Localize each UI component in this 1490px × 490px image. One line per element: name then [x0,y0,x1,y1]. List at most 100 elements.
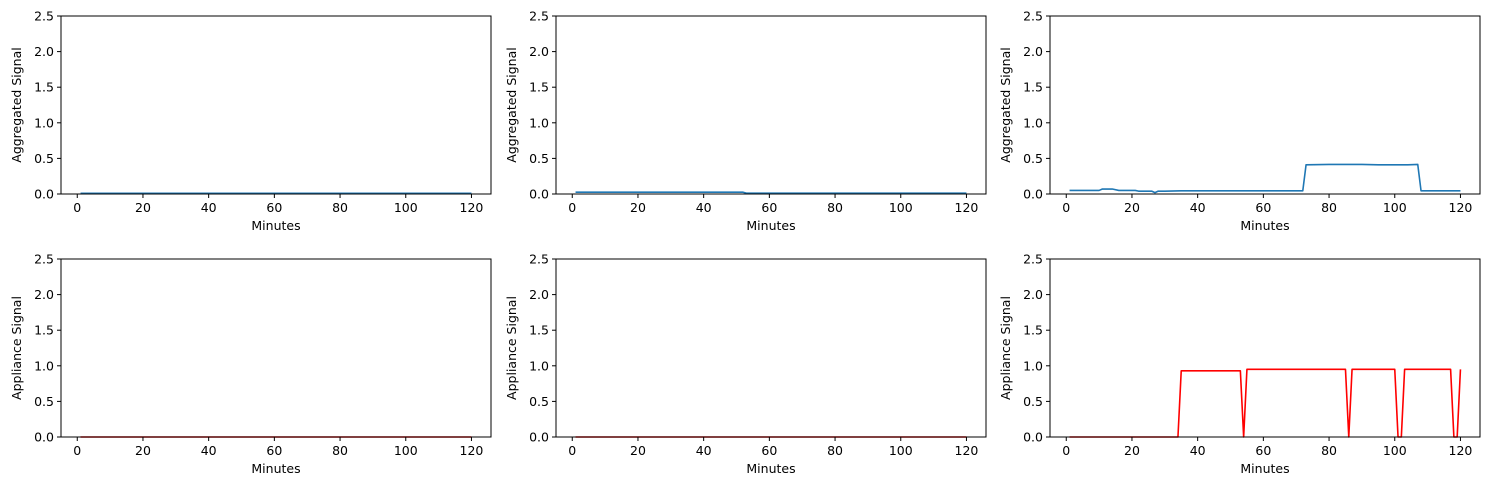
x-tick-label: 0 [1062,200,1070,215]
x-tick-label: 100 [394,200,418,215]
y-tick-label: 2.5 [1023,252,1043,267]
y-tick-label: 1.0 [34,358,54,373]
y-tick-label: 0.5 [34,151,54,166]
x-tick-label: 60 [266,200,282,215]
y-tick-label: 0.0 [34,187,54,202]
x-tick-label: 40 [201,200,217,215]
x-tick-label: 80 [1321,443,1337,458]
axes-frame [555,258,987,438]
x-tick-label: 60 [1255,200,1271,215]
chart-panel-4: 0.0 0.5 1.0 1.5 2.0 2.5 0 20 40 60 80 100 120 Minutes… [9,252,492,476]
chart-panel-1: 0.0 0.5 1.0 1.5 2.0 2.5 0 20 40 60 80 100 120 Minutes… [9,9,492,233]
x-tick-label: 20 [630,443,646,458]
y-tick-label: 2.5 [1023,9,1043,24]
y-axis-label: Aggregated Signal [504,47,519,162]
x-tick-label: 0 [73,443,81,458]
y-tick-label: 0.5 [529,151,549,166]
y-tick-label: 1.5 [1023,80,1043,95]
y-axis-label: Aggregated Signal [9,47,24,162]
y-tick-label: 2.5 [529,252,549,267]
x-tick-label: 40 [1190,200,1206,215]
y-tick-label: 0.5 [1023,394,1043,409]
series-line-1 [1069,163,1461,194]
y-tick-label: 2.0 [529,287,549,302]
y-tick-label: 1.5 [1023,323,1043,338]
y-axis-label: Appliance Signal [504,296,519,400]
y-tick-label: 2.0 [1023,287,1043,302]
x-axis-label: Minutes [1240,218,1289,233]
y-tick-label: 0.0 [1023,187,1043,202]
x-tick-label: 0 [1062,443,1070,458]
x-axis-label: Minutes [746,218,795,233]
y-tick-label: 0.5 [1023,151,1043,166]
x-tick-label: 100 [1383,200,1407,215]
x-tick-label: 120 [460,443,484,458]
axes-frame [1049,258,1481,438]
y-tick-label: 2.0 [1023,44,1043,59]
x-tick-label: 20 [630,200,646,215]
x-tick-label: 100 [394,443,418,458]
y-tick-label: 1.5 [529,80,549,95]
x-tick-label: 40 [201,443,217,458]
chart-panel-5: 0.0 0.5 1.0 1.5 2.0 2.5 0 20 40 60 80 100 120 Minutes… [504,252,987,476]
chart-panel-6: 0.0 0.5 1.0 1.5 2.0 2.5 0 20 40 60 80 100 120 Minutes… [998,252,1481,476]
x-tick-label: 20 [1124,443,1140,458]
x-tick-label: 80 [332,200,348,215]
x-tick-label: 120 [1449,200,1473,215]
x-axis-label: Minutes [1240,461,1289,476]
x-axis-label: Minutes [251,461,300,476]
x-tick-label: 80 [827,200,843,215]
y-tick-label: 0.0 [529,187,549,202]
y-tick-label: 2.5 [529,9,549,24]
x-tick-label: 20 [135,200,151,215]
x-axis-label: Minutes [746,461,795,476]
series-line-1 [575,191,967,194]
y-axis-label: Appliance Signal [9,296,24,400]
y-tick-label: 1.0 [1023,358,1043,373]
axes-frame [60,258,492,438]
x-tick-label: 80 [827,443,843,458]
x-axis-label: Minutes [251,218,300,233]
x-tick-label: 80 [332,443,348,458]
x-tick-label: 20 [135,443,151,458]
y-tick-label: 0.0 [529,430,549,445]
x-tick-label: 60 [761,200,777,215]
x-tick-label: 20 [1124,200,1140,215]
x-tick-label: 60 [761,443,777,458]
y-tick-label: 0.0 [1023,430,1043,445]
y-tick-label: 1.0 [1023,115,1043,130]
x-tick-label: 60 [266,443,282,458]
x-tick-label: 120 [460,200,484,215]
y-tick-label: 0.5 [529,394,549,409]
series-line-1 [1069,368,1462,438]
x-tick-label: 40 [1190,443,1206,458]
x-tick-label: 120 [1449,443,1473,458]
x-tick-label: 60 [1255,443,1271,458]
x-tick-label: 120 [955,443,979,458]
x-tick-label: 40 [696,200,712,215]
y-tick-label: 1.5 [529,323,549,338]
x-tick-label: 0 [568,200,576,215]
y-tick-label: 1.0 [34,115,54,130]
y-axis-label: Appliance Signal [998,296,1013,400]
y-tick-label: 2.0 [34,44,54,59]
y-tick-label: 1.5 [34,323,54,338]
y-tick-label: 2.0 [529,44,549,59]
axes-frame [555,15,987,195]
x-tick-label: 100 [889,443,913,458]
axes-frame [60,15,492,195]
y-tick-label: 2.5 [34,9,54,24]
x-tick-label: 80 [1321,200,1337,215]
y-tick-label: 1.5 [34,80,54,95]
chart-panel-3: 0.0 0.5 1.0 1.5 2.0 2.5 0 20 40 60 80 100 120 Minutes… [998,9,1481,233]
x-tick-label: 120 [955,200,979,215]
x-tick-label: 0 [73,200,81,215]
y-tick-label: 0.0 [34,430,54,445]
x-tick-label: 0 [568,443,576,458]
y-tick-label: 2.5 [34,252,54,267]
axes-frame [1049,15,1481,195]
x-tick-label: 40 [696,443,712,458]
x-tick-label: 100 [889,200,913,215]
chart-panel-2: 0.0 0.5 1.0 1.5 2.0 2.5 0 20 40 60 80 100 120 Minutes… [504,9,987,233]
